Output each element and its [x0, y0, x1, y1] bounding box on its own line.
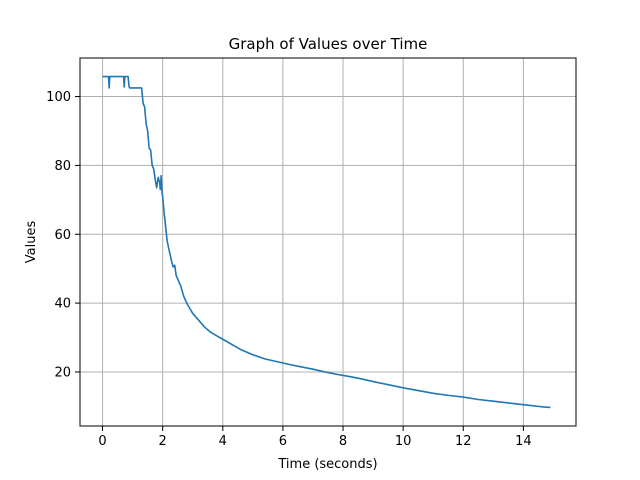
series-line [102, 75, 551, 409]
y-tick-label: 100 [46, 90, 71, 105]
x-tick-label: 4 [219, 434, 227, 449]
y-tick-label: 60 [54, 228, 71, 243]
x-tick-label: 6 [279, 434, 287, 449]
ticks-layer: 0 2 4 6 8 10 12 14 20 40 60 80 100 [46, 90, 531, 449]
y-tick-label: 20 [54, 365, 71, 380]
x-tick-label: 8 [339, 434, 347, 449]
grid-layer [80, 58, 576, 426]
x-tick-label: 14 [515, 434, 532, 449]
chart-title: Graph of Values over Time [229, 35, 428, 53]
y-tick-label: 40 [54, 297, 71, 312]
y-axis-label: Values [24, 221, 39, 264]
series-layer [102, 75, 551, 409]
x-tick-label: 0 [98, 434, 106, 449]
x-tick-label: 10 [395, 434, 412, 449]
x-tick-label: 12 [455, 434, 472, 449]
x-tick-label: 2 [159, 434, 167, 449]
plot-frame [79, 57, 577, 427]
x-axis-label: Time (seconds) [277, 457, 377, 472]
y-tick-label: 80 [54, 159, 71, 174]
